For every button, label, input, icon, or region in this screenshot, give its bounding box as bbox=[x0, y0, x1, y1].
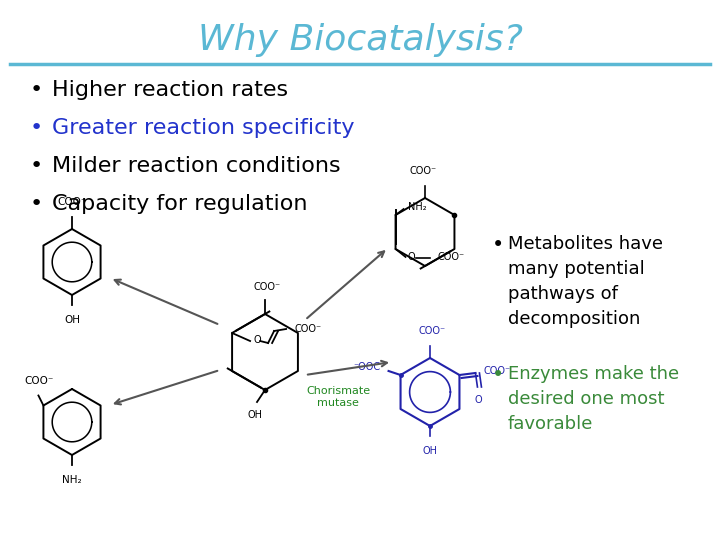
Text: COO⁻: COO⁻ bbox=[418, 326, 446, 336]
Text: COO⁻: COO⁻ bbox=[253, 282, 281, 292]
Text: COO⁻: COO⁻ bbox=[24, 375, 54, 386]
Text: •: • bbox=[492, 235, 504, 255]
Text: Enzymes make the
desired one most
favorable: Enzymes make the desired one most favora… bbox=[508, 365, 679, 433]
Text: Higher reaction rates: Higher reaction rates bbox=[52, 80, 288, 100]
Text: O: O bbox=[408, 252, 415, 262]
Text: COO⁻: COO⁻ bbox=[483, 366, 510, 376]
Text: Capacity for regulation: Capacity for regulation bbox=[52, 194, 307, 214]
Text: COO⁻: COO⁻ bbox=[294, 324, 321, 334]
Text: Chorismate
mutase: Chorismate mutase bbox=[306, 386, 370, 408]
Text: •: • bbox=[30, 118, 43, 138]
Text: Metabolites have
many potential
pathways of
decomposition: Metabolites have many potential pathways… bbox=[508, 235, 663, 328]
Text: COO⁻: COO⁻ bbox=[410, 166, 436, 176]
Text: Why Biocatalysis?: Why Biocatalysis? bbox=[197, 23, 523, 57]
Text: NH₂: NH₂ bbox=[62, 475, 82, 485]
Text: OH: OH bbox=[423, 446, 438, 456]
Text: OH: OH bbox=[248, 410, 263, 420]
Text: O: O bbox=[474, 395, 482, 405]
Text: COO⁻: COO⁻ bbox=[438, 252, 464, 262]
Text: NH₂: NH₂ bbox=[408, 202, 426, 212]
Text: •: • bbox=[30, 194, 43, 214]
Text: •: • bbox=[492, 365, 504, 385]
Text: •: • bbox=[30, 80, 43, 100]
Text: Greater reaction specificity: Greater reaction specificity bbox=[52, 118, 354, 138]
Text: Milder reaction conditions: Milder reaction conditions bbox=[52, 156, 341, 176]
Text: OH: OH bbox=[64, 315, 80, 325]
Text: ⁻OOC: ⁻OOC bbox=[354, 362, 381, 372]
Text: COO⁻: COO⁻ bbox=[58, 197, 86, 207]
Text: •: • bbox=[30, 156, 43, 176]
Text: O: O bbox=[253, 335, 261, 345]
